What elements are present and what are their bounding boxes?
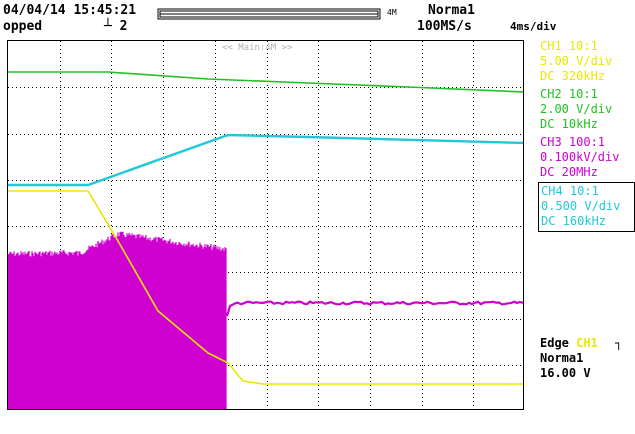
channel-1-name: CH1 10:1 [540, 39, 598, 53]
channel-3-coupling: DC 20MHz [540, 165, 598, 179]
trigger-position-icon: ┴ [104, 19, 112, 34]
channel-4-scale: 0.500 V/div [541, 199, 621, 213]
channel-4-name: CH4 10:1 [541, 184, 599, 198]
trigger-level: 16.00 V [540, 366, 591, 380]
channel-4-info[interactable]: CH4 10:1 0.500 V/div DC 160kHz [538, 182, 635, 232]
time: 15:45:21 [73, 3, 137, 18]
waveform-display[interactable]: << Main:4M >> [7, 40, 524, 410]
channel-1-trace [8, 190, 523, 385]
trigger-position-marker: ┴ 2 [104, 20, 127, 34]
falling-edge-icon: ┐ [615, 336, 623, 350]
channel-1-coupling: DC 320kHz [540, 69, 606, 83]
channel-2-coupling: DC 10kHz [540, 117, 598, 131]
trigger-source: CH1 [576, 336, 598, 350]
memory-label: 4M [387, 8, 397, 17]
acquisition-status: opped [3, 19, 43, 34]
date: 04/04/14 [3, 3, 66, 18]
channel-4-trace [8, 133, 523, 187]
channel-1-info[interactable]: CH1 10:1 5.00 V/div DC 320kHz [538, 38, 635, 86]
channel-2-name: CH2 10:1 [540, 87, 598, 101]
channel-1-scale: 5.00 V/div [540, 54, 613, 68]
channel-3-info[interactable]: CH3 100:1 0.100kV/div DC 20MHz [538, 134, 635, 182]
memory-bar [157, 8, 381, 20]
trigger-mode-readout: Norma1 [540, 351, 584, 365]
channel-3-trace [225, 300, 523, 317]
trigger-position-label: 2 [119, 19, 128, 34]
channel-2-info[interactable]: CH2 10:1 2.00 V/div DC 10kHz [538, 86, 635, 134]
datetime: 04/04/14 15:45:21 [3, 4, 136, 18]
trigger-info[interactable]: Edge CH1 ┐ Norma1 16.00 V [540, 336, 622, 381]
timebase: 4ms/div [510, 20, 557, 33]
channel-2-scale: 2.00 V/div [540, 102, 613, 116]
waveform-canvas [8, 41, 523, 409]
trigger-mode: Norma1 [428, 3, 475, 18]
channel-4-coupling: DC 160kHz [541, 214, 607, 228]
channel-panel: CH1 10:1 5.00 V/div DC 320kHz CH2 10:1 2… [538, 38, 635, 232]
main-memory-label: << Main:4M >> [222, 43, 293, 53]
channel-3-name: CH3 100:1 [540, 135, 606, 149]
channel-3-scale: 0.100kV/div [540, 150, 620, 164]
sample-rate: 100MS/s [417, 19, 472, 34]
channel-2-trace [8, 71, 523, 93]
channel-3-trace-band [8, 231, 227, 409]
trigger-type: Edge [540, 336, 569, 350]
